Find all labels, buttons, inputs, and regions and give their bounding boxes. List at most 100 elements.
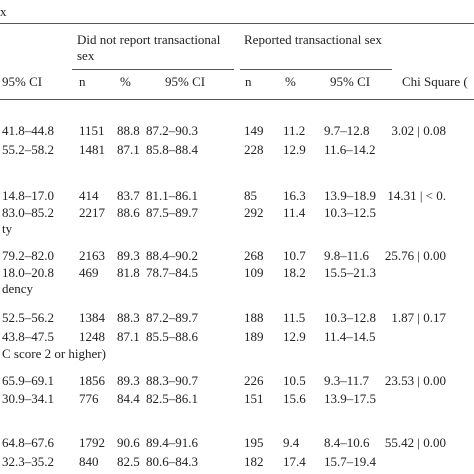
table-cell: 9.7–12.8 bbox=[324, 123, 370, 138]
table-cell: 87.5–89.7 bbox=[146, 205, 198, 220]
table-cell: 23.53 | 0.00 bbox=[384, 373, 446, 388]
table-cell: 14.31 | < 0. bbox=[387, 188, 446, 203]
table-cell: 1481 bbox=[79, 142, 105, 157]
table-cell: 18.0–20.8 bbox=[2, 265, 54, 280]
table-cell: 188 bbox=[244, 310, 264, 325]
table-cell: 151 bbox=[244, 391, 264, 406]
table-cell: 109 bbox=[244, 265, 264, 280]
table-cell: 195 bbox=[244, 435, 264, 450]
column-header: 95% CI bbox=[165, 74, 206, 89]
table-cell: 776 bbox=[79, 391, 99, 406]
table-cell: 82.5–86.1 bbox=[146, 391, 198, 406]
column-header: 95% CI bbox=[2, 74, 43, 89]
table-cell: 87.1 bbox=[117, 329, 140, 344]
column-header: % bbox=[120, 74, 131, 89]
table-cell: 32.3–35.2 bbox=[2, 454, 54, 469]
table-cell: 10.5 bbox=[283, 373, 306, 388]
table-cell: 88.6 bbox=[117, 205, 140, 220]
table-cell: 15.6 bbox=[283, 391, 306, 406]
table-cell: 10.3–12.5 bbox=[324, 205, 376, 220]
table-cell: 228 bbox=[244, 142, 264, 157]
table-cell: 17.4 bbox=[283, 454, 306, 469]
table-cell: 182 bbox=[244, 454, 264, 469]
column-header: 95% CI bbox=[330, 74, 371, 89]
table-cell: 414 bbox=[79, 188, 99, 203]
table-cell: 1384 bbox=[79, 310, 105, 325]
table-cell: 65.9–69.1 bbox=[2, 373, 54, 388]
table-cell: 89.4–91.6 bbox=[146, 435, 198, 450]
table-cell: 189 bbox=[244, 329, 264, 344]
column-header: Chi Square ( bbox=[402, 74, 468, 89]
table-cell: 84.4 bbox=[117, 391, 140, 406]
column-header: % bbox=[285, 74, 296, 89]
table-cell: 1.87 | 0.17 bbox=[391, 310, 446, 325]
table-cell: 292 bbox=[244, 205, 264, 220]
table-cell: 85.8–88.4 bbox=[146, 142, 198, 157]
table-cell: 81.8 bbox=[117, 265, 140, 280]
table-cell: 87.2–89.7 bbox=[146, 310, 198, 325]
table-cell: 18.2 bbox=[283, 265, 306, 280]
table-cell: 79.2–82.0 bbox=[2, 248, 54, 263]
table-cell: 41.8–44.8 bbox=[2, 123, 54, 138]
table-cell: 30.9–34.1 bbox=[2, 391, 54, 406]
table-cell: 469 bbox=[79, 265, 99, 280]
table-cell: 78.7–84.5 bbox=[146, 265, 198, 280]
table-cell: 43.8–47.5 bbox=[2, 329, 54, 344]
table-cell: 87.1 bbox=[117, 142, 140, 157]
table-cell: 83.7 bbox=[117, 188, 140, 203]
table-cell: 85 bbox=[244, 188, 257, 203]
rule bbox=[72, 69, 234, 70]
table-cell: 9.3–11.7 bbox=[324, 373, 370, 388]
table-cell: 14.8–17.0 bbox=[2, 188, 54, 203]
table-cell: 80.6–84.3 bbox=[146, 454, 198, 469]
table-cell: 1792 bbox=[79, 435, 105, 450]
table-cell: 89.3 bbox=[117, 373, 140, 388]
table-cell: 88.3–90.7 bbox=[146, 373, 198, 388]
table-cell: 1248 bbox=[79, 329, 105, 344]
table-cell: 10.3–12.8 bbox=[324, 310, 376, 325]
table-cell: 3.02 | 0.08 bbox=[391, 123, 446, 138]
table-cell: 85.5–88.6 bbox=[146, 329, 198, 344]
section-label: C score 2 or higher) bbox=[2, 346, 106, 361]
table-cell: 25.76 | 0.00 bbox=[384, 248, 446, 263]
table-cell: 15.7–19.4 bbox=[324, 454, 376, 469]
rule bbox=[240, 69, 392, 70]
table-cell: 87.2–90.3 bbox=[146, 123, 198, 138]
table-cell: 52.5–56.2 bbox=[2, 310, 54, 325]
table-cell: 13.9–17.5 bbox=[324, 391, 376, 406]
table-cell: 11.2 bbox=[283, 123, 306, 138]
table-cell: 81.1–86.1 bbox=[146, 188, 198, 203]
table-cell: 11.4–14.5 bbox=[324, 329, 376, 344]
table-cell: 64.8–67.6 bbox=[2, 435, 54, 450]
table-cell: 13.9–18.9 bbox=[324, 188, 376, 203]
table-cell: 8.4–10.6 bbox=[324, 435, 370, 450]
table-cell: 90.6 bbox=[117, 435, 140, 450]
table-cell: 11.6–14.2 bbox=[324, 142, 376, 157]
table-cell: 11.4 bbox=[283, 205, 306, 220]
table-cell: 55.42 | 0.00 bbox=[384, 435, 446, 450]
table-cell: 226 bbox=[244, 373, 264, 388]
table-cell: 12.9 bbox=[283, 142, 306, 157]
table-cell: 11.5 bbox=[283, 310, 306, 325]
rule bbox=[0, 99, 474, 100]
table-cell: 1151 bbox=[79, 123, 105, 138]
table-cell: 83.0–85.2 bbox=[2, 205, 54, 220]
table-cell: 9.4 bbox=[283, 435, 300, 450]
table-cell: 15.5–21.3 bbox=[324, 265, 376, 280]
table-cell: 268 bbox=[244, 248, 264, 263]
column-header: n bbox=[245, 74, 252, 89]
table-cell: 10.7 bbox=[283, 248, 306, 263]
group-header: Did not report transactional sex bbox=[77, 32, 221, 63]
table-cell: 1856 bbox=[79, 373, 105, 388]
section-label: ty bbox=[2, 221, 13, 236]
table-cell: 12.9 bbox=[283, 329, 306, 344]
group-header: Reported transactional sex bbox=[244, 32, 382, 47]
rule bbox=[0, 23, 474, 24]
table-cell: 89.3 bbox=[117, 248, 140, 263]
table-cell: 55.2–58.2 bbox=[2, 142, 54, 157]
column-header: n bbox=[79, 74, 86, 89]
table-title: x bbox=[0, 4, 7, 19]
table-cell: 88.4–90.2 bbox=[146, 248, 198, 263]
table-cell: 840 bbox=[79, 454, 99, 469]
